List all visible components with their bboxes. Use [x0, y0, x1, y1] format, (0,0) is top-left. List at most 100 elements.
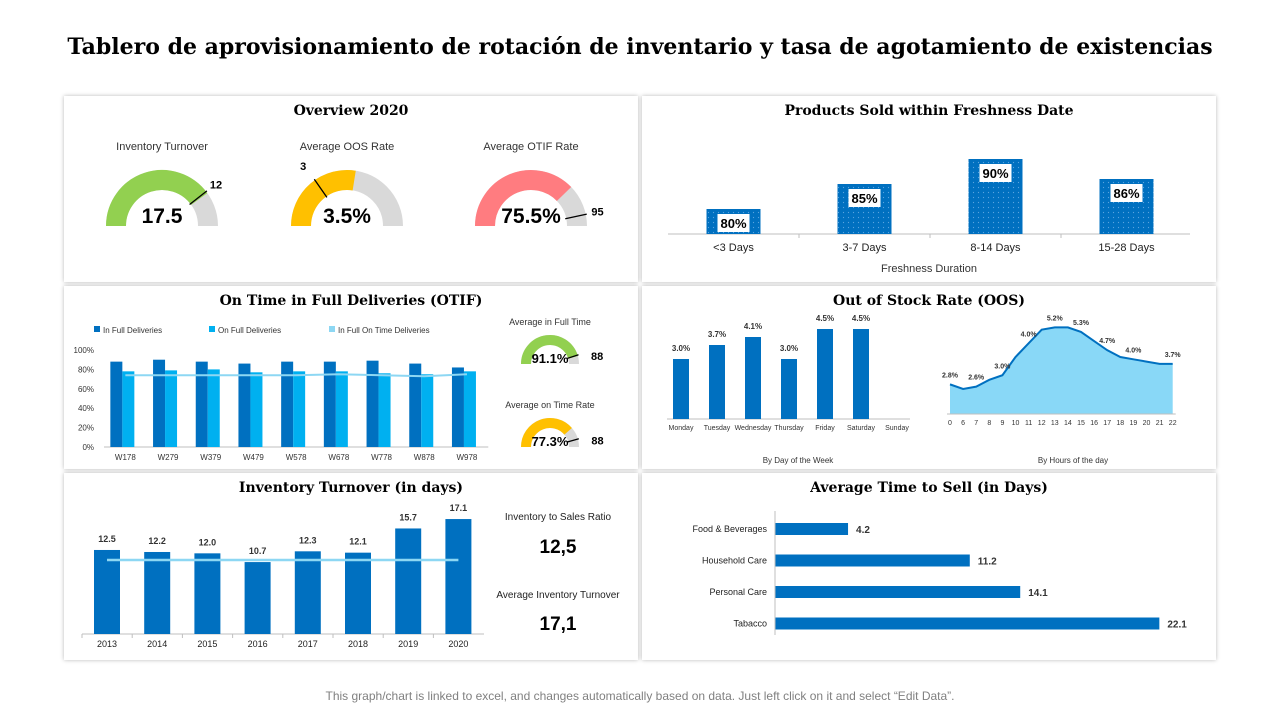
area-fill	[950, 327, 1173, 414]
x-tick-label: 18	[1116, 420, 1124, 427]
bar	[445, 519, 471, 634]
gauge-marker-label: 88	[591, 435, 603, 447]
gauge-value: 91.1%	[532, 351, 569, 366]
gauge-value: 77.3%	[532, 434, 569, 449]
bar-label: 4.5%	[816, 314, 834, 323]
bar-label: 4.5%	[852, 314, 870, 323]
bar-label: 4.2	[856, 525, 870, 536]
x-tick-label: Thursday	[774, 425, 804, 432]
bar	[775, 523, 848, 535]
gauge-marker-label: 88	[591, 351, 603, 363]
gauge-marker-label: 12	[210, 179, 222, 191]
x-tick-label: 11	[1025, 420, 1032, 427]
bar	[853, 329, 869, 419]
point-label: 4.7%	[1099, 338, 1116, 345]
point-label: 5.2%	[1047, 315, 1064, 322]
bar	[775, 586, 1020, 598]
x-axis-label: By Day of the Week	[763, 456, 835, 465]
x-tick-label: Tuesday	[704, 425, 731, 432]
bar-label: 3.0%	[672, 344, 690, 353]
ratio-value: 12,5	[490, 537, 626, 559]
footer-note: This graph/chart is linked to excel, and…	[0, 689, 1280, 703]
x-tick-label: 2016	[248, 639, 268, 649]
x-tick-label: 8	[987, 420, 991, 427]
otif-chart: In Full Deliveries On Full Deliveries In F…	[64, 286, 638, 469]
y-tick-label: 20%	[78, 424, 94, 433]
bar	[745, 337, 761, 419]
otif-panel: On Time in Full Deliveries (OTIF) In Ful…	[64, 286, 638, 469]
bar	[817, 329, 833, 419]
y-tick-label: 40%	[78, 404, 94, 413]
bar-on-full	[421, 374, 433, 447]
y-tick-label: 100%	[74, 346, 94, 355]
avg-turnover-label: Average Inventory Turnover	[490, 590, 626, 601]
bar-on-full	[464, 371, 476, 447]
x-tick-label: 8-14 Days	[970, 242, 1021, 254]
bar	[295, 551, 321, 634]
ratio-label: Inventory to Sales Ratio	[490, 512, 626, 523]
bar-label: 86%	[1113, 186, 1139, 201]
x-tick-label: W678	[328, 453, 349, 462]
x-tick-label: 21	[1156, 420, 1164, 427]
legend-label: In Full On Time Deliveries	[338, 326, 430, 335]
y-tick-label: Household Care	[702, 556, 767, 566]
legend-swatch	[329, 326, 335, 332]
page-title: Tablero de aprovisionamiento de rotación…	[0, 34, 1280, 60]
x-tick-label: 17	[1103, 420, 1111, 427]
bar	[673, 359, 689, 419]
x-tick-label: 12	[1038, 420, 1046, 427]
bar	[781, 359, 797, 419]
bar	[144, 552, 170, 634]
x-tick-label: 2014	[147, 639, 167, 649]
y-tick-label: 0%	[82, 443, 94, 452]
x-tick-label: 2019	[398, 639, 418, 649]
point-label: 5.3%	[1073, 320, 1090, 327]
x-tick-label: Wednesday	[735, 425, 772, 432]
avg-turnover-value: 17,1	[490, 614, 626, 636]
gauge-title: Average on Time Rate	[505, 400, 594, 410]
x-axis-label: Freshness Duration	[881, 263, 977, 275]
point-label: 4.0%	[1021, 331, 1038, 338]
oos-chart: 3.0% Monday 3.7% Tuesday 4.1% Wednesday 3.0% Th…	[642, 286, 1216, 469]
bar-label: 12.1	[349, 537, 367, 547]
x-tick-label: W978	[456, 453, 477, 462]
bar-on-full	[293, 371, 305, 447]
bar-label: 15.7	[399, 512, 417, 522]
bar-in-full	[452, 367, 464, 447]
bar-label: 80%	[720, 216, 746, 231]
gauge-marker-label: 3	[300, 161, 306, 173]
x-tick-label: W878	[414, 453, 435, 462]
point-label: 3.7%	[1165, 352, 1182, 359]
point-label: 3.0%	[994, 363, 1011, 370]
y-tick-label: 60%	[78, 385, 94, 394]
bar-on-full	[336, 371, 348, 447]
bar-label: 17.1	[450, 503, 468, 513]
x-tick-label: W778	[371, 453, 392, 462]
bar-on-full	[250, 372, 262, 447]
x-tick-label: 2013	[97, 639, 117, 649]
x-axis-label: By Hours of the day	[1038, 456, 1108, 465]
x-tick-label: 2017	[298, 639, 318, 649]
x-tick-label: W279	[158, 453, 179, 462]
overview-gauges: Inventory Turnover 12 17.5 Average OOS Rate…	[64, 96, 638, 282]
bar-label: 85%	[851, 191, 877, 206]
bar	[345, 553, 371, 634]
time-to-sell-panel: Average Time to Sell (in Days) Food & Be…	[642, 473, 1216, 660]
bar-in-full	[110, 362, 122, 447]
bar	[775, 555, 970, 567]
legend-label: In Full Deliveries	[103, 326, 162, 335]
x-tick-label: W178	[115, 453, 136, 462]
bar-in-full	[367, 361, 379, 447]
bar-on-full	[122, 371, 134, 447]
x-tick-label: W578	[286, 453, 307, 462]
x-tick-label: 19	[1130, 420, 1138, 427]
legend-label: On Full Deliveries	[218, 326, 281, 335]
y-tick-label: Food & Beverages	[692, 524, 767, 534]
point-label: 2.6%	[968, 375, 985, 382]
bar-label: 11.2	[978, 557, 997, 568]
gauge-title: Inventory Turnover	[116, 141, 208, 153]
x-tick-label: 6	[961, 420, 965, 427]
bar	[94, 550, 120, 634]
bar-label: 12.0	[199, 537, 217, 547]
gauge-title: Average in Full Time	[509, 317, 591, 327]
